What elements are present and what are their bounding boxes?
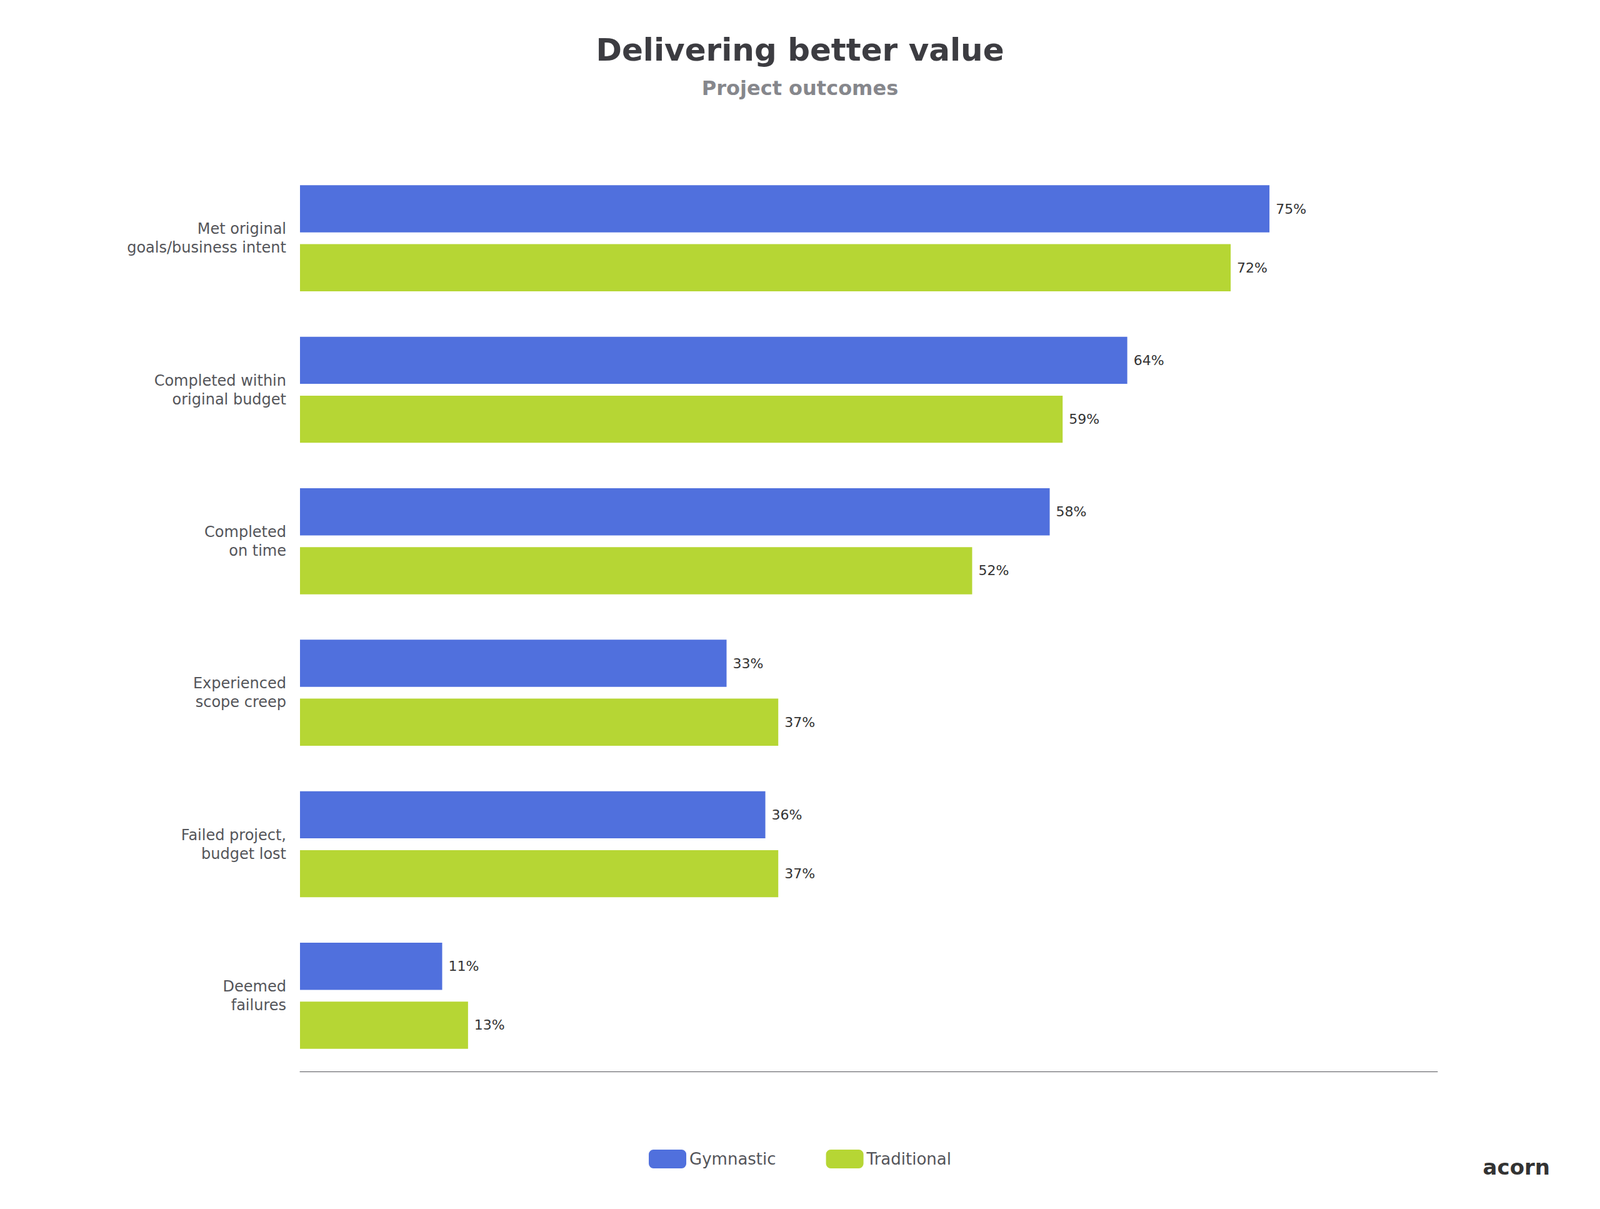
svg-text:goals/business intent: goals/business intent bbox=[126, 238, 287, 257]
svg-text:59%: 59% bbox=[1068, 411, 1100, 427]
svg-text:33%: 33% bbox=[733, 655, 764, 672]
svg-text:13%: 13% bbox=[474, 1016, 505, 1033]
svg-text:on time: on time bbox=[228, 541, 287, 560]
svg-text:acorn: acorn bbox=[1483, 1154, 1550, 1180]
svg-text:64%: 64% bbox=[1133, 352, 1165, 369]
svg-text:Traditional: Traditional bbox=[866, 1149, 952, 1169]
svg-text:Gymnastic: Gymnastic bbox=[689, 1149, 777, 1169]
svg-text:Project outcomes: Project outcomes bbox=[701, 76, 899, 100]
svg-text:Completed: Completed bbox=[204, 523, 287, 541]
svg-text:37%: 37% bbox=[784, 865, 815, 882]
svg-text:Met original: Met original bbox=[197, 220, 287, 238]
svg-text:Delivering better value: Delivering better value bbox=[595, 31, 1004, 69]
svg-text:scope creep: scope creep bbox=[195, 693, 287, 711]
svg-text:52%: 52% bbox=[978, 562, 1009, 579]
svg-text:Experienced: Experienced bbox=[193, 674, 287, 692]
svg-text:failures: failures bbox=[231, 996, 287, 1014]
svg-text:original budget: original budget bbox=[172, 390, 287, 409]
svg-text:Failed project,: Failed project, bbox=[181, 826, 287, 844]
svg-text:37%: 37% bbox=[784, 714, 815, 730]
svg-text:36%: 36% bbox=[771, 806, 803, 823]
svg-text:72%: 72% bbox=[1236, 260, 1268, 276]
svg-text:58%: 58% bbox=[1056, 503, 1087, 520]
svg-text:75%: 75% bbox=[1275, 201, 1307, 217]
svg-text:Deemed: Deemed bbox=[223, 977, 287, 995]
svg-text:11%: 11% bbox=[448, 958, 480, 974]
svg-text:Completed within: Completed within bbox=[154, 371, 287, 390]
svg-text:budget lost: budget lost bbox=[201, 845, 287, 863]
